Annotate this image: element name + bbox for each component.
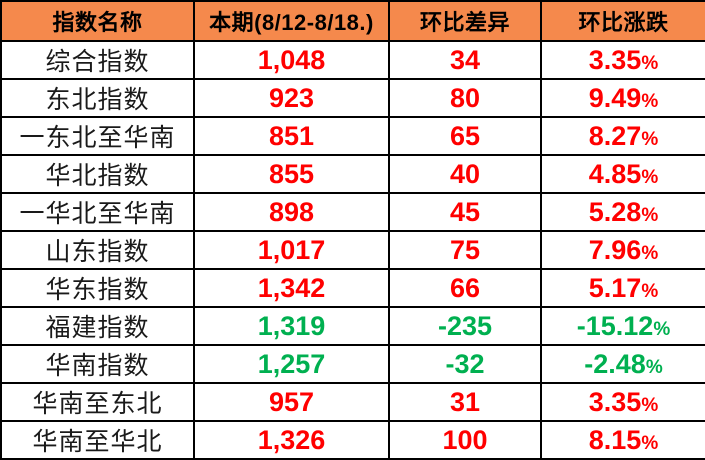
diff-value: 31	[388, 382, 542, 422]
percent-sign: %	[641, 166, 659, 188]
pct-value: 8.15%	[540, 420, 705, 460]
index-name: 华东指数	[0, 268, 195, 308]
index-name: 华南至东北	[0, 382, 195, 422]
index-name: 华南至华北	[0, 420, 195, 460]
index-name: 一华北至华南	[0, 192, 195, 232]
pct-value: 9.49%	[540, 78, 705, 118]
pct-value: 4.85%	[540, 154, 705, 194]
table-row: 一华北至华南 898 45 5.28%	[0, 192, 705, 232]
index-name: 一东北至华南	[0, 116, 195, 156]
pct-value: -15.12%	[540, 306, 705, 346]
diff-value: 65	[388, 116, 542, 156]
table-row: 华南至华北 1,326 100 8.15%	[0, 420, 705, 460]
index-name: 华北指数	[0, 154, 195, 194]
current-value: 898	[193, 192, 390, 232]
diff-value: 100	[388, 420, 542, 460]
index-name: 华南指数	[0, 344, 195, 384]
percent-sign: %	[641, 128, 659, 150]
percent-sign: %	[641, 432, 659, 454]
index-name: 山东指数	[0, 230, 195, 270]
header-index-name: 指数名称	[0, 0, 195, 42]
current-value: 1,017	[193, 230, 390, 270]
diff-value: -235	[388, 306, 542, 346]
header-mom-difference: 环比差异	[388, 0, 542, 42]
table-row: 东北指数 923 80 9.49%	[0, 78, 705, 118]
pct-value: 7.96%	[540, 230, 705, 270]
pct-value: 5.28%	[540, 192, 705, 232]
current-value: 855	[193, 154, 390, 194]
current-value: 1,319	[193, 306, 390, 346]
table-row: 华南至东北 957 31 3.35%	[0, 382, 705, 422]
index-name: 综合指数	[0, 40, 195, 80]
pct-value: -2.48%	[540, 344, 705, 384]
header-current-period: 本期(8/12-8/18.)	[193, 0, 390, 42]
diff-value: 75	[388, 230, 542, 270]
current-value: 923	[193, 78, 390, 118]
current-value: 1,326	[193, 420, 390, 460]
percent-sign: %	[641, 90, 659, 112]
percent-sign: %	[653, 318, 671, 340]
current-value: 1,257	[193, 344, 390, 384]
diff-value: 40	[388, 154, 542, 194]
table-row: 福建指数 1,319 -235 -15.12%	[0, 306, 705, 346]
index-name: 东北指数	[0, 78, 195, 118]
table-row: 华北指数 855 40 4.85%	[0, 154, 705, 194]
diff-value: 66	[388, 268, 542, 308]
diff-value: 45	[388, 192, 542, 232]
pct-value: 3.35%	[540, 382, 705, 422]
percent-sign: %	[641, 52, 659, 74]
diff-value: -32	[388, 344, 542, 384]
table-header-row: 指数名称 本期(8/12-8/18.) 环比差异 环比涨跌	[0, 0, 705, 42]
current-value: 1,048	[193, 40, 390, 80]
percent-sign: %	[641, 394, 659, 416]
percent-sign: %	[641, 204, 659, 226]
diff-value: 80	[388, 78, 542, 118]
table-row: 山东指数 1,017 75 7.96%	[0, 230, 705, 270]
table-row: 综合指数 1,048 34 3.35%	[0, 40, 705, 80]
current-value: 957	[193, 382, 390, 422]
percent-sign: %	[641, 242, 659, 264]
table-row: 华南指数 1,257 -32 -2.48%	[0, 344, 705, 384]
pct-value: 3.35%	[540, 40, 705, 80]
percent-sign: %	[641, 280, 659, 302]
current-value: 851	[193, 116, 390, 156]
header-mom-change: 环比涨跌	[540, 0, 705, 42]
pct-value: 8.27%	[540, 116, 705, 156]
table-row: 华东指数 1,342 66 5.17%	[0, 268, 705, 308]
diff-value: 34	[388, 40, 542, 80]
current-value: 1,342	[193, 268, 390, 308]
table-row: 一东北至华南 851 65 8.27%	[0, 116, 705, 156]
index-name: 福建指数	[0, 306, 195, 346]
percent-sign: %	[645, 356, 663, 378]
pct-value: 5.17%	[540, 268, 705, 308]
